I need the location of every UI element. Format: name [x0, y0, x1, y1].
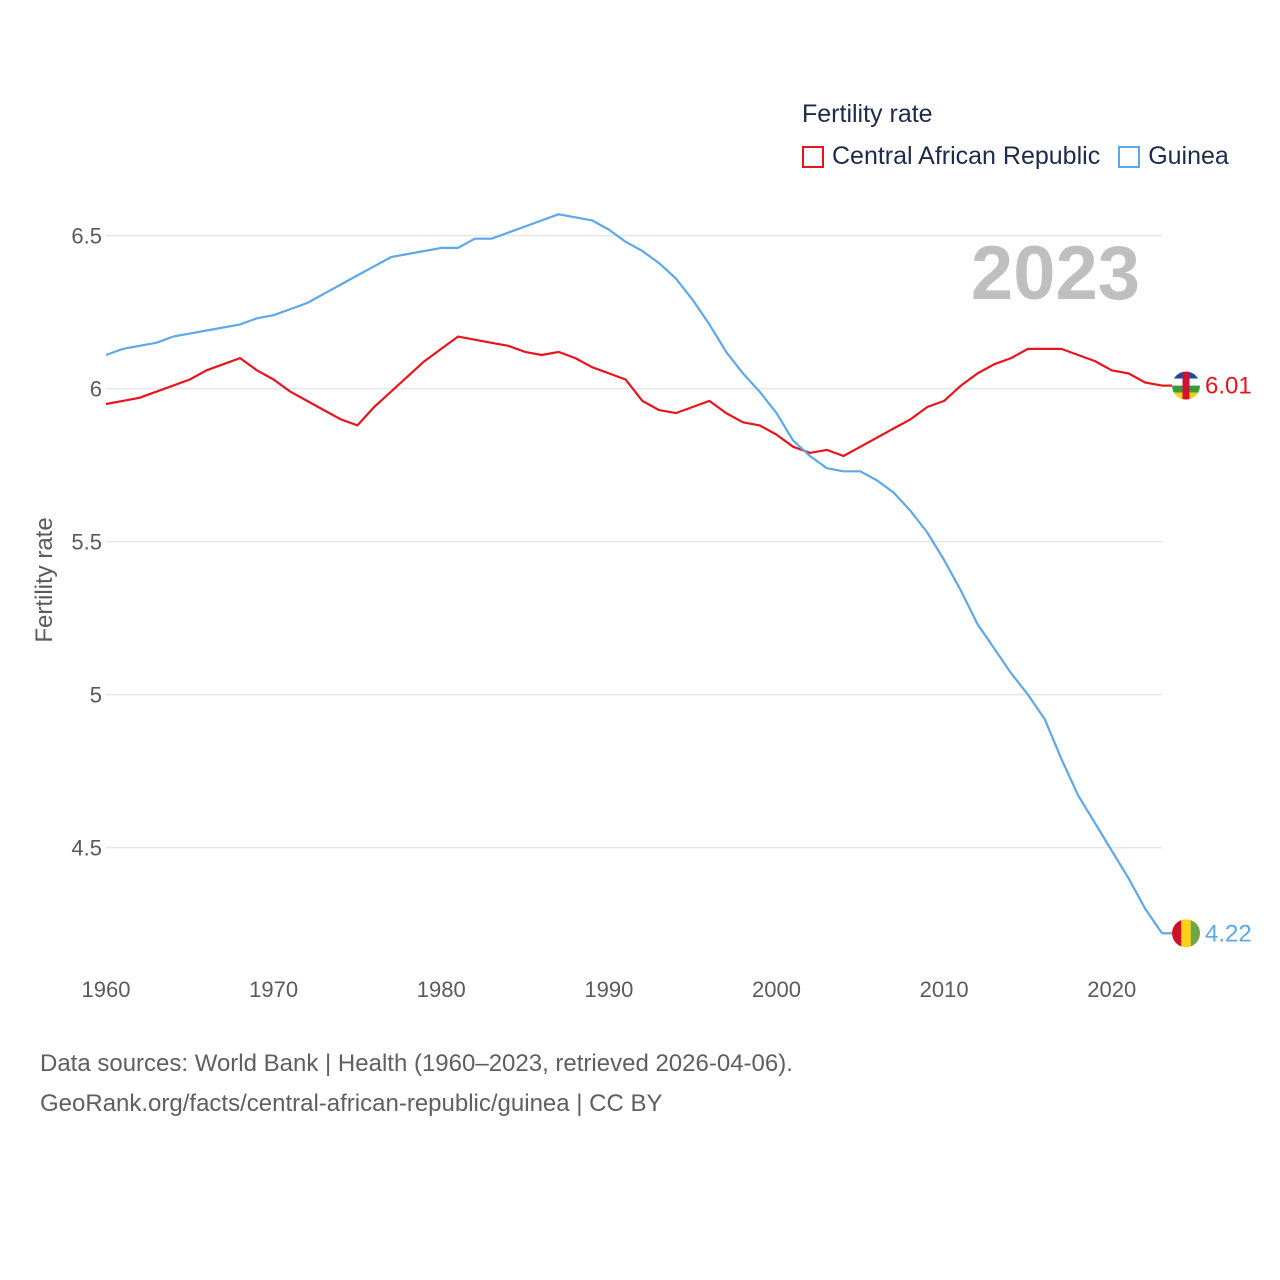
- legend-item-guinea[interactable]: Guinea: [1118, 142, 1229, 171]
- y-tick-label: 6: [90, 377, 102, 402]
- source-note: Data sources: World Bank | Health (1960–…: [40, 1044, 793, 1124]
- guinea-flag-icon: [1172, 919, 1200, 948]
- series-line-guinea[interactable]: [105, 213, 1163, 934]
- legend-item-car[interactable]: Central African Republic: [802, 142, 1100, 171]
- x-tick-label: 1970: [249, 977, 298, 1002]
- end-value-label-guinea: 4.22: [1205, 920, 1252, 947]
- x-tick-label: 1990: [584, 977, 633, 1002]
- y-tick-label: 6.5: [71, 224, 102, 249]
- source-line-2[interactable]: GeoRank.org/facts/central-african-republ…: [40, 1090, 663, 1117]
- end-markers: 6.01 4.22: [1172, 371, 1252, 948]
- y-axis-ticks: 4.5 5 5.5 6 6.5: [71, 224, 102, 861]
- x-tick-label: 1960: [82, 977, 131, 1002]
- source-line-1: Data sources: World Bank | Health (1960–…: [40, 1050, 793, 1077]
- legend-swatch-guinea: [1118, 145, 1141, 168]
- year-overlay: 2023: [971, 231, 1140, 316]
- x-axis-ticks: 1960 1970 1980 1990 2000 2010 2020: [82, 977, 1137, 1002]
- x-tick-label: 1980: [417, 977, 466, 1002]
- y-tick-label: 5.5: [71, 530, 102, 555]
- series-line-central-african-republic[interactable]: [105, 335, 1163, 458]
- series-layer: [105, 213, 1172, 935]
- legend-title: Fertility rate: [802, 100, 933, 128]
- legend: Central African Republic Guinea: [802, 142, 1247, 171]
- x-tick-label: 2010: [920, 977, 969, 1002]
- legend-label-guinea: Guinea: [1148, 142, 1229, 170]
- gridlines: [106, 234, 1162, 849]
- x-tick-label: 2000: [752, 977, 801, 1002]
- central-african-republic-flag-icon: [1172, 371, 1200, 400]
- y-axis-label: Fertility rate: [31, 517, 58, 642]
- y-tick-label: 4.5: [71, 836, 102, 861]
- legend-label-car: Central African Republic: [832, 142, 1101, 170]
- legend-swatch-car: [802, 145, 824, 168]
- end-value-label-central-african-republic: 6.01: [1205, 373, 1252, 400]
- y-tick-label: 5: [90, 683, 102, 708]
- x-tick-label: 2020: [1087, 977, 1136, 1002]
